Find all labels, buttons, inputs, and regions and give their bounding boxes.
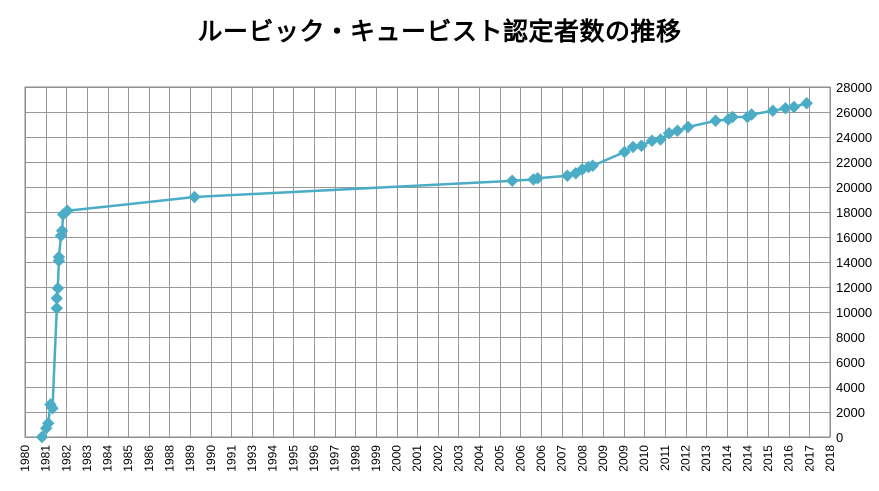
y-tick-label: 6000: [836, 355, 865, 370]
data-point-marker: [671, 124, 684, 137]
x-tick-label: 2011: [658, 445, 672, 471]
data-point-marker: [654, 133, 667, 146]
data-point-marker: [61, 204, 74, 217]
y-tick-label: 12000: [836, 280, 872, 295]
x-tick-label: 1990: [204, 445, 218, 472]
x-tick-label: 2006: [534, 445, 548, 472]
data-point-marker: [42, 417, 55, 430]
data-point-marker: [709, 114, 722, 127]
x-tick-label: 2018: [823, 445, 837, 472]
series-line-certified-count: [40, 102, 808, 438]
y-tick-label: 26000: [836, 105, 872, 120]
x-tick-label: 1995: [286, 445, 300, 472]
y-tick-label: 2000: [836, 405, 865, 420]
data-point-marker: [52, 250, 66, 264]
x-tick-label: 2014: [720, 445, 734, 472]
x-tick-label: 1988: [162, 445, 176, 472]
x-tick-label: 1994: [266, 445, 280, 472]
x-tick-label: 2008: [575, 445, 589, 472]
x-tick-label: 2016: [782, 445, 796, 472]
x-tick-label: 2003: [451, 445, 465, 472]
y-tick-label: 0: [836, 430, 843, 445]
x-tick-label: 2009: [596, 445, 610, 472]
x-axis-tick-labels: 1980 1981 1982 1983 1984 1985 1986 1988 1989 1990…: [18, 445, 837, 472]
x-tick-label: 2004: [472, 445, 486, 472]
data-point-marker: [618, 145, 631, 159]
x-tick-label: 1998: [348, 445, 362, 472]
grid-lines: [25, 87, 831, 438]
data-point-marker: [800, 97, 813, 110]
x-tick-label: 1997: [328, 445, 342, 472]
data-point-marker: [726, 110, 739, 124]
x-tick-label: 1989: [183, 445, 197, 472]
data-point-marker: [766, 104, 780, 117]
x-tick-label: 1983: [80, 445, 94, 472]
y-tick-label: 4000: [836, 380, 865, 395]
data-point-marker: [188, 190, 201, 204]
plot-area-frame: [24, 86, 831, 438]
x-tick-label: 2014: [740, 445, 754, 472]
x-tick-label: 2006: [513, 445, 527, 472]
x-tick-label: 2010: [637, 445, 651, 472]
chart-title: ルービック・キュービスト認定者数の推移: [197, 17, 682, 46]
x-tick-label: 2017: [802, 445, 816, 472]
data-point-marker: [55, 224, 69, 237]
x-tick-label: 2007: [555, 445, 569, 472]
x-tick-label: 1984: [101, 445, 115, 472]
x-tick-label: 2000: [390, 445, 404, 472]
x-tick-label: 1991: [224, 445, 238, 472]
y-tick-label: 8000: [836, 330, 865, 345]
x-tick-label: 1981: [39, 445, 53, 472]
y-tick-label: 10000: [836, 305, 872, 320]
x-tick-label: 1993: [245, 445, 259, 472]
data-point-marker: [46, 402, 59, 415]
x-tick-label: 2013: [699, 445, 713, 472]
y-tick-label: 22000: [836, 155, 872, 170]
data-point-marker: [51, 282, 65, 295]
x-tick-label: 1999: [369, 445, 383, 472]
y-tick-label: 18000: [836, 205, 872, 220]
data-point-marker: [586, 159, 599, 172]
data-point-marker: [50, 302, 63, 315]
data-point-marker: [531, 172, 544, 185]
data-point-marker: [635, 139, 648, 152]
x-tick-label: 1985: [121, 445, 135, 472]
x-tick-label: 2005: [493, 445, 507, 472]
x-tick-label: 1986: [142, 445, 156, 472]
y-tick-label: 24000: [836, 130, 872, 145]
x-tick-label: 1982: [59, 445, 73, 472]
data-point-marker: [50, 292, 63, 305]
x-tick-label: 2001: [410, 445, 424, 472]
data-point-marker: [681, 120, 695, 134]
y-tick-label: 28000: [836, 80, 872, 95]
y-tick-label: 16000: [836, 230, 872, 245]
y-tick-label: 14000: [836, 255, 872, 270]
data-point-marker: [35, 430, 49, 444]
y-tick-label: 20000: [836, 180, 872, 195]
x-tick-label: 1996: [307, 445, 321, 472]
data-point-marker: [787, 100, 801, 114]
data-point-marker: [506, 174, 519, 187]
y-axis-tick-labels: 0 2000 4000 6000 8000 10000 12000 14000 16000 180…: [836, 80, 872, 445]
series-markers: [35, 97, 813, 444]
x-tick-label: 2012: [679, 445, 693, 472]
data-point-marker: [745, 108, 758, 121]
x-tick-label: 2009: [617, 445, 631, 472]
x-tick-label: 2002: [431, 445, 445, 472]
x-tick-label: 2015: [761, 445, 775, 472]
x-tick-label: 1980: [18, 445, 32, 472]
